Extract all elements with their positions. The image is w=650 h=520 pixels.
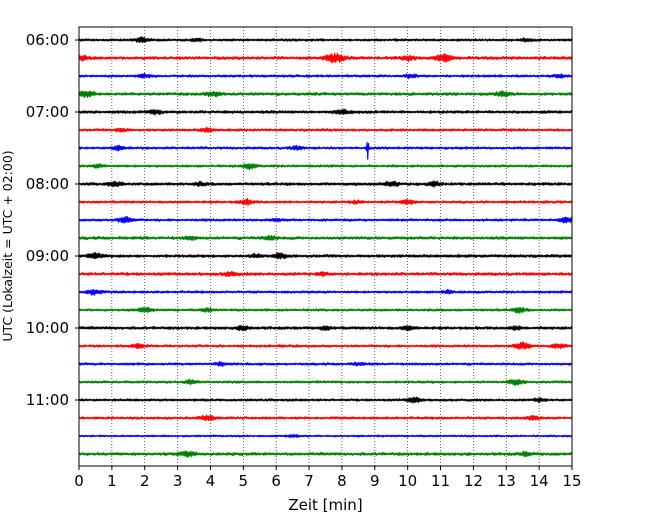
x-axis-ticks: 0 1 2 3 4 5 6 7 8 9 10 11 12 13 14 15	[74, 466, 582, 490]
vertical-grid-lines	[111, 27, 540, 466]
x-tick-label: 10	[398, 472, 417, 490]
x-tick-label: 1	[107, 472, 117, 490]
trace-0715	[78, 126, 573, 133]
trace-0730	[78, 141, 573, 160]
plot-frame	[78, 26, 573, 467]
trace-0815	[78, 197, 573, 206]
x-tick-label: 2	[140, 472, 150, 490]
x-tick-label: 14	[530, 472, 549, 490]
trace-0615	[78, 52, 573, 64]
x-tick-label: 9	[370, 472, 380, 490]
y-tick-label: 06:00	[26, 31, 69, 49]
trace-1115	[78, 414, 573, 422]
x-tick-label: 5	[239, 472, 249, 490]
trace-1145	[78, 450, 573, 458]
trace-0745	[78, 162, 573, 170]
x-tick-label: 15	[562, 472, 581, 490]
y-tick-label: 09:00	[26, 247, 69, 265]
x-tick-label: 8	[337, 472, 347, 490]
y-tick-label: 10:00	[26, 319, 69, 337]
x-axis-label: Zeit [min]	[288, 496, 362, 514]
x-tick-label: 0	[74, 472, 84, 490]
trace-0630	[78, 72, 573, 80]
trace-1130	[78, 433, 573, 439]
x-tick-label: 4	[206, 472, 216, 490]
trace-0930	[78, 288, 573, 296]
trace-1030	[78, 360, 573, 368]
trace-0845	[78, 234, 573, 241]
y-tick-label: 07:00	[26, 103, 69, 121]
x-tick-label: 6	[271, 472, 281, 490]
trace-1045	[78, 378, 573, 386]
trace-0915	[78, 270, 573, 278]
y-tick-label: 11:00	[26, 391, 69, 409]
x-tick-label: 12	[464, 472, 483, 490]
x-tick-label: 13	[497, 472, 516, 490]
trace-0600	[78, 36, 573, 44]
trace-0800	[78, 180, 573, 188]
x-tick-label: 7	[304, 472, 314, 490]
seismic-traces	[78, 36, 573, 458]
trace-0830	[78, 215, 573, 224]
trace-0945	[78, 306, 573, 314]
trace-1015	[78, 341, 573, 350]
trace-1100	[78, 396, 573, 404]
trace-0700	[78, 108, 573, 116]
y-axis-ticks: 06:00 07:00 08:00 09:00 10:00 11:00	[26, 31, 79, 409]
y-tick-label: 08:00	[26, 175, 69, 193]
x-tick-label: 3	[173, 472, 183, 490]
trace-0645	[78, 90, 573, 98]
plot-area	[79, 27, 572, 466]
y-axis-label: UTC (Lokalzeit = UTC + 02:00)	[0, 150, 15, 341]
trace-1000	[78, 324, 573, 332]
x-tick-label: 11	[431, 472, 450, 490]
trace-0900	[78, 251, 573, 260]
